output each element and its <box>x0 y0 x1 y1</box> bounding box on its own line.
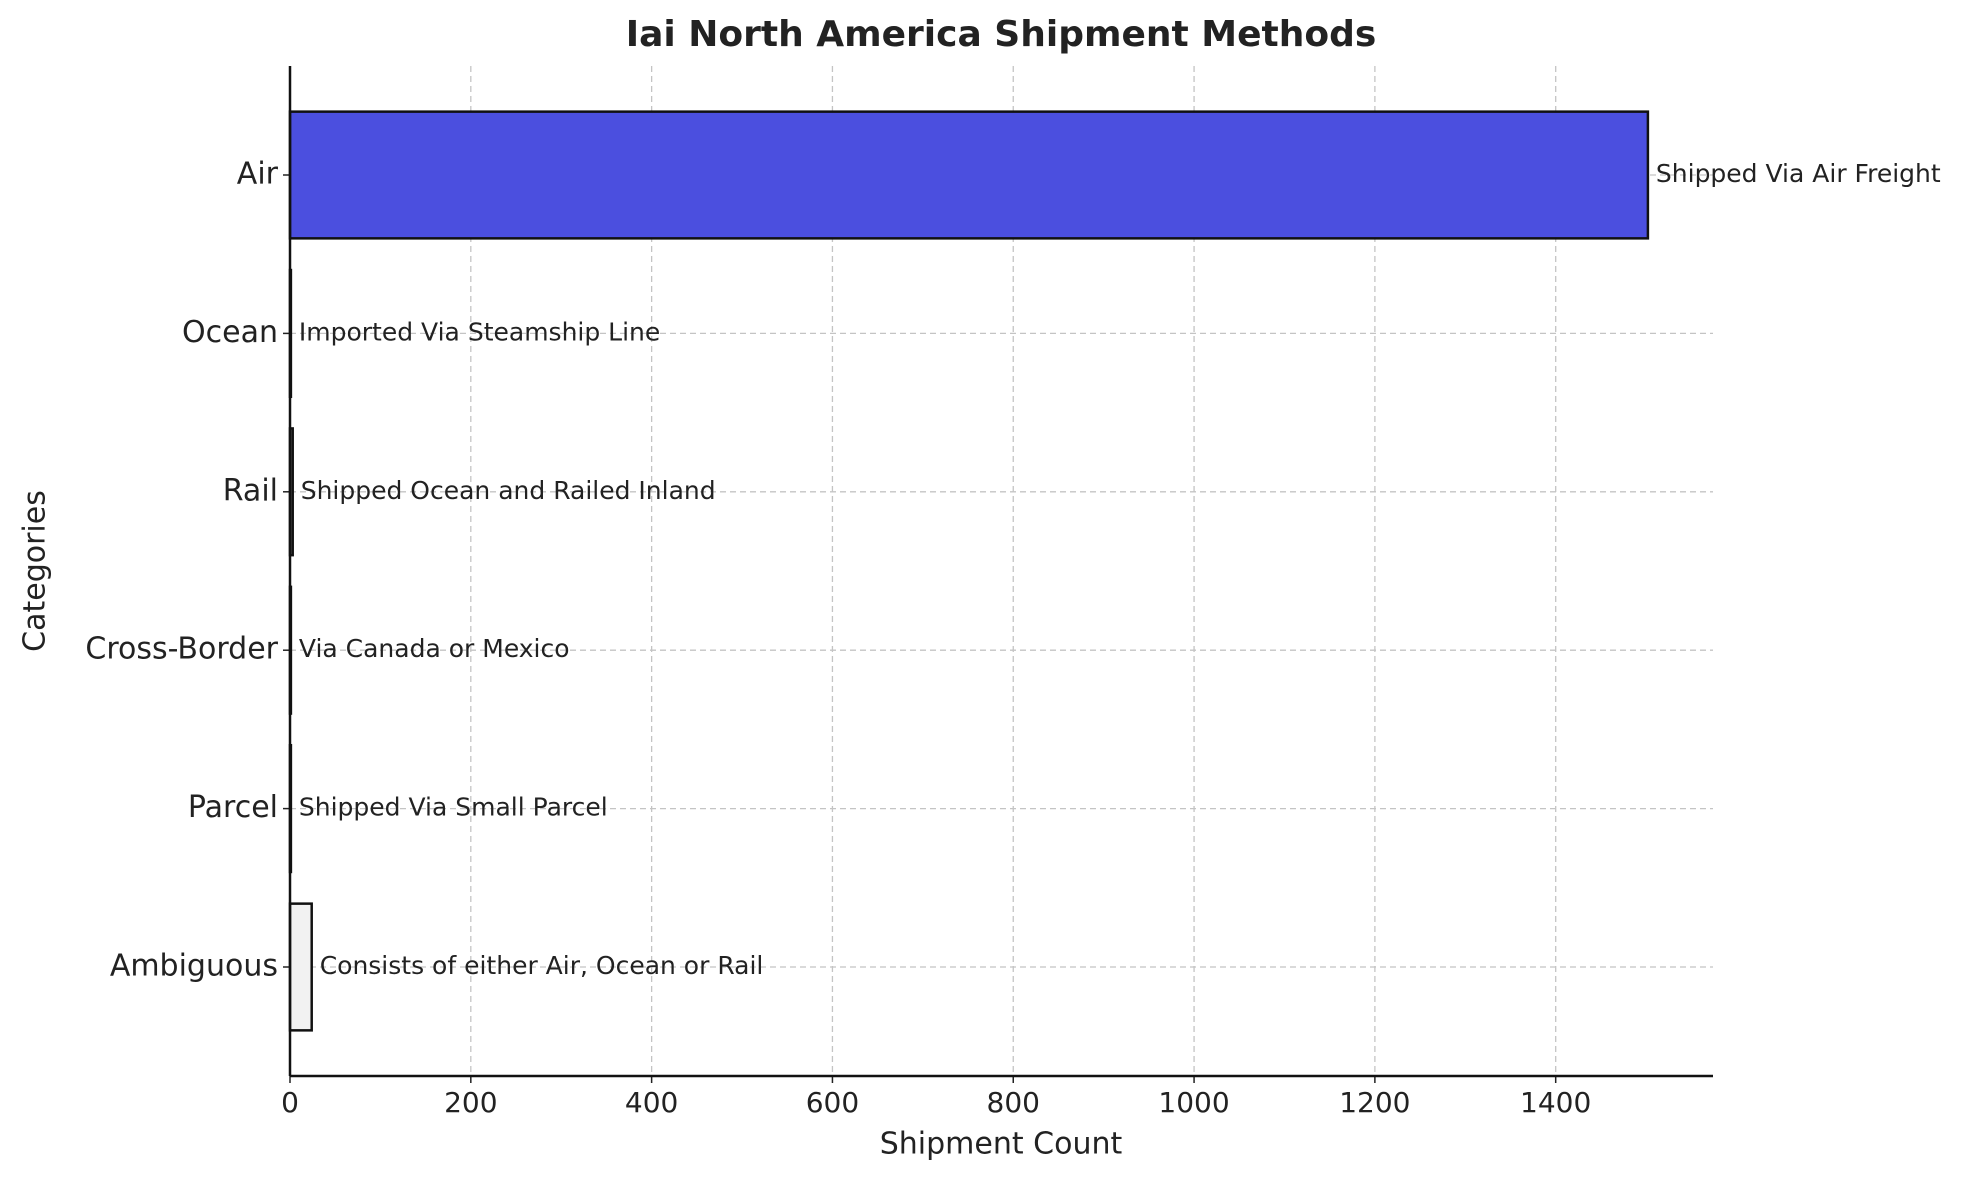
annotation: Via Canada or Mexico <box>299 634 570 663</box>
x-tick-label: 0 <box>281 1086 299 1119</box>
x-tick-label: 400 <box>625 1086 678 1119</box>
x-tick-label: 200 <box>444 1086 497 1119</box>
bar <box>288 902 313 1032</box>
x-tick-label: 800 <box>987 1086 1040 1119</box>
y-tick-label: Cross-Border <box>85 632 278 667</box>
annotation: Imported Via Steamship Line <box>299 317 660 346</box>
y-tick-label: Ambiguous <box>110 949 278 984</box>
x-tick-label: 1000 <box>1158 1086 1229 1119</box>
annotation: Shipped Via Small Parcel <box>299 793 608 822</box>
annotation: Consists of either Air, Ocean or Rail <box>320 951 764 980</box>
x-tick-label: 1400 <box>1520 1086 1591 1119</box>
x-axis-label: Shipment Count <box>880 1127 1123 1162</box>
x-tick-label: 1200 <box>1339 1086 1410 1119</box>
y-tick-label: Rail <box>223 473 278 508</box>
y-axis-label: Categories <box>18 490 53 652</box>
annotation: Shipped Ocean and Railed Inland <box>301 476 716 505</box>
y-tick-label: Ocean <box>182 315 278 350</box>
y-tick-label: Parcel <box>188 790 278 825</box>
chart-title: Iai North America Shipment Methods <box>626 14 1377 55</box>
x-tick-label: 600 <box>806 1086 859 1119</box>
y-tick-label: Air <box>237 157 279 192</box>
bar <box>288 110 1650 240</box>
annotation: Shipped Via Air Freight <box>1656 159 1941 188</box>
